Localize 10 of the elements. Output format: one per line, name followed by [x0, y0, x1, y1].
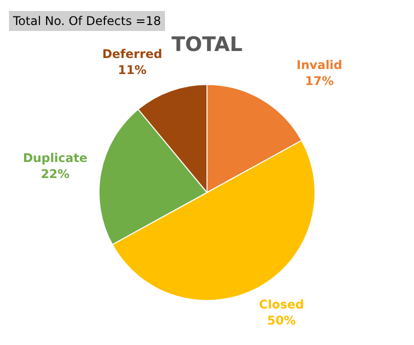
- slice-label: Invalid: [296, 58, 342, 72]
- slice-label: Deferred: [102, 46, 162, 61]
- chart-title: TOTAL: [172, 32, 243, 56]
- text: Total No. Of Defects =18: [9, 11, 165, 31]
- data-label: 11%: [118, 62, 147, 77]
- slice-label: Duplicate: [22, 150, 88, 165]
- data-label: 17%: [305, 74, 334, 88]
- slice-label: Closed: [258, 298, 304, 312]
- data-label: 50%: [267, 314, 296, 328]
- data-label: 22%: [40, 166, 70, 181]
